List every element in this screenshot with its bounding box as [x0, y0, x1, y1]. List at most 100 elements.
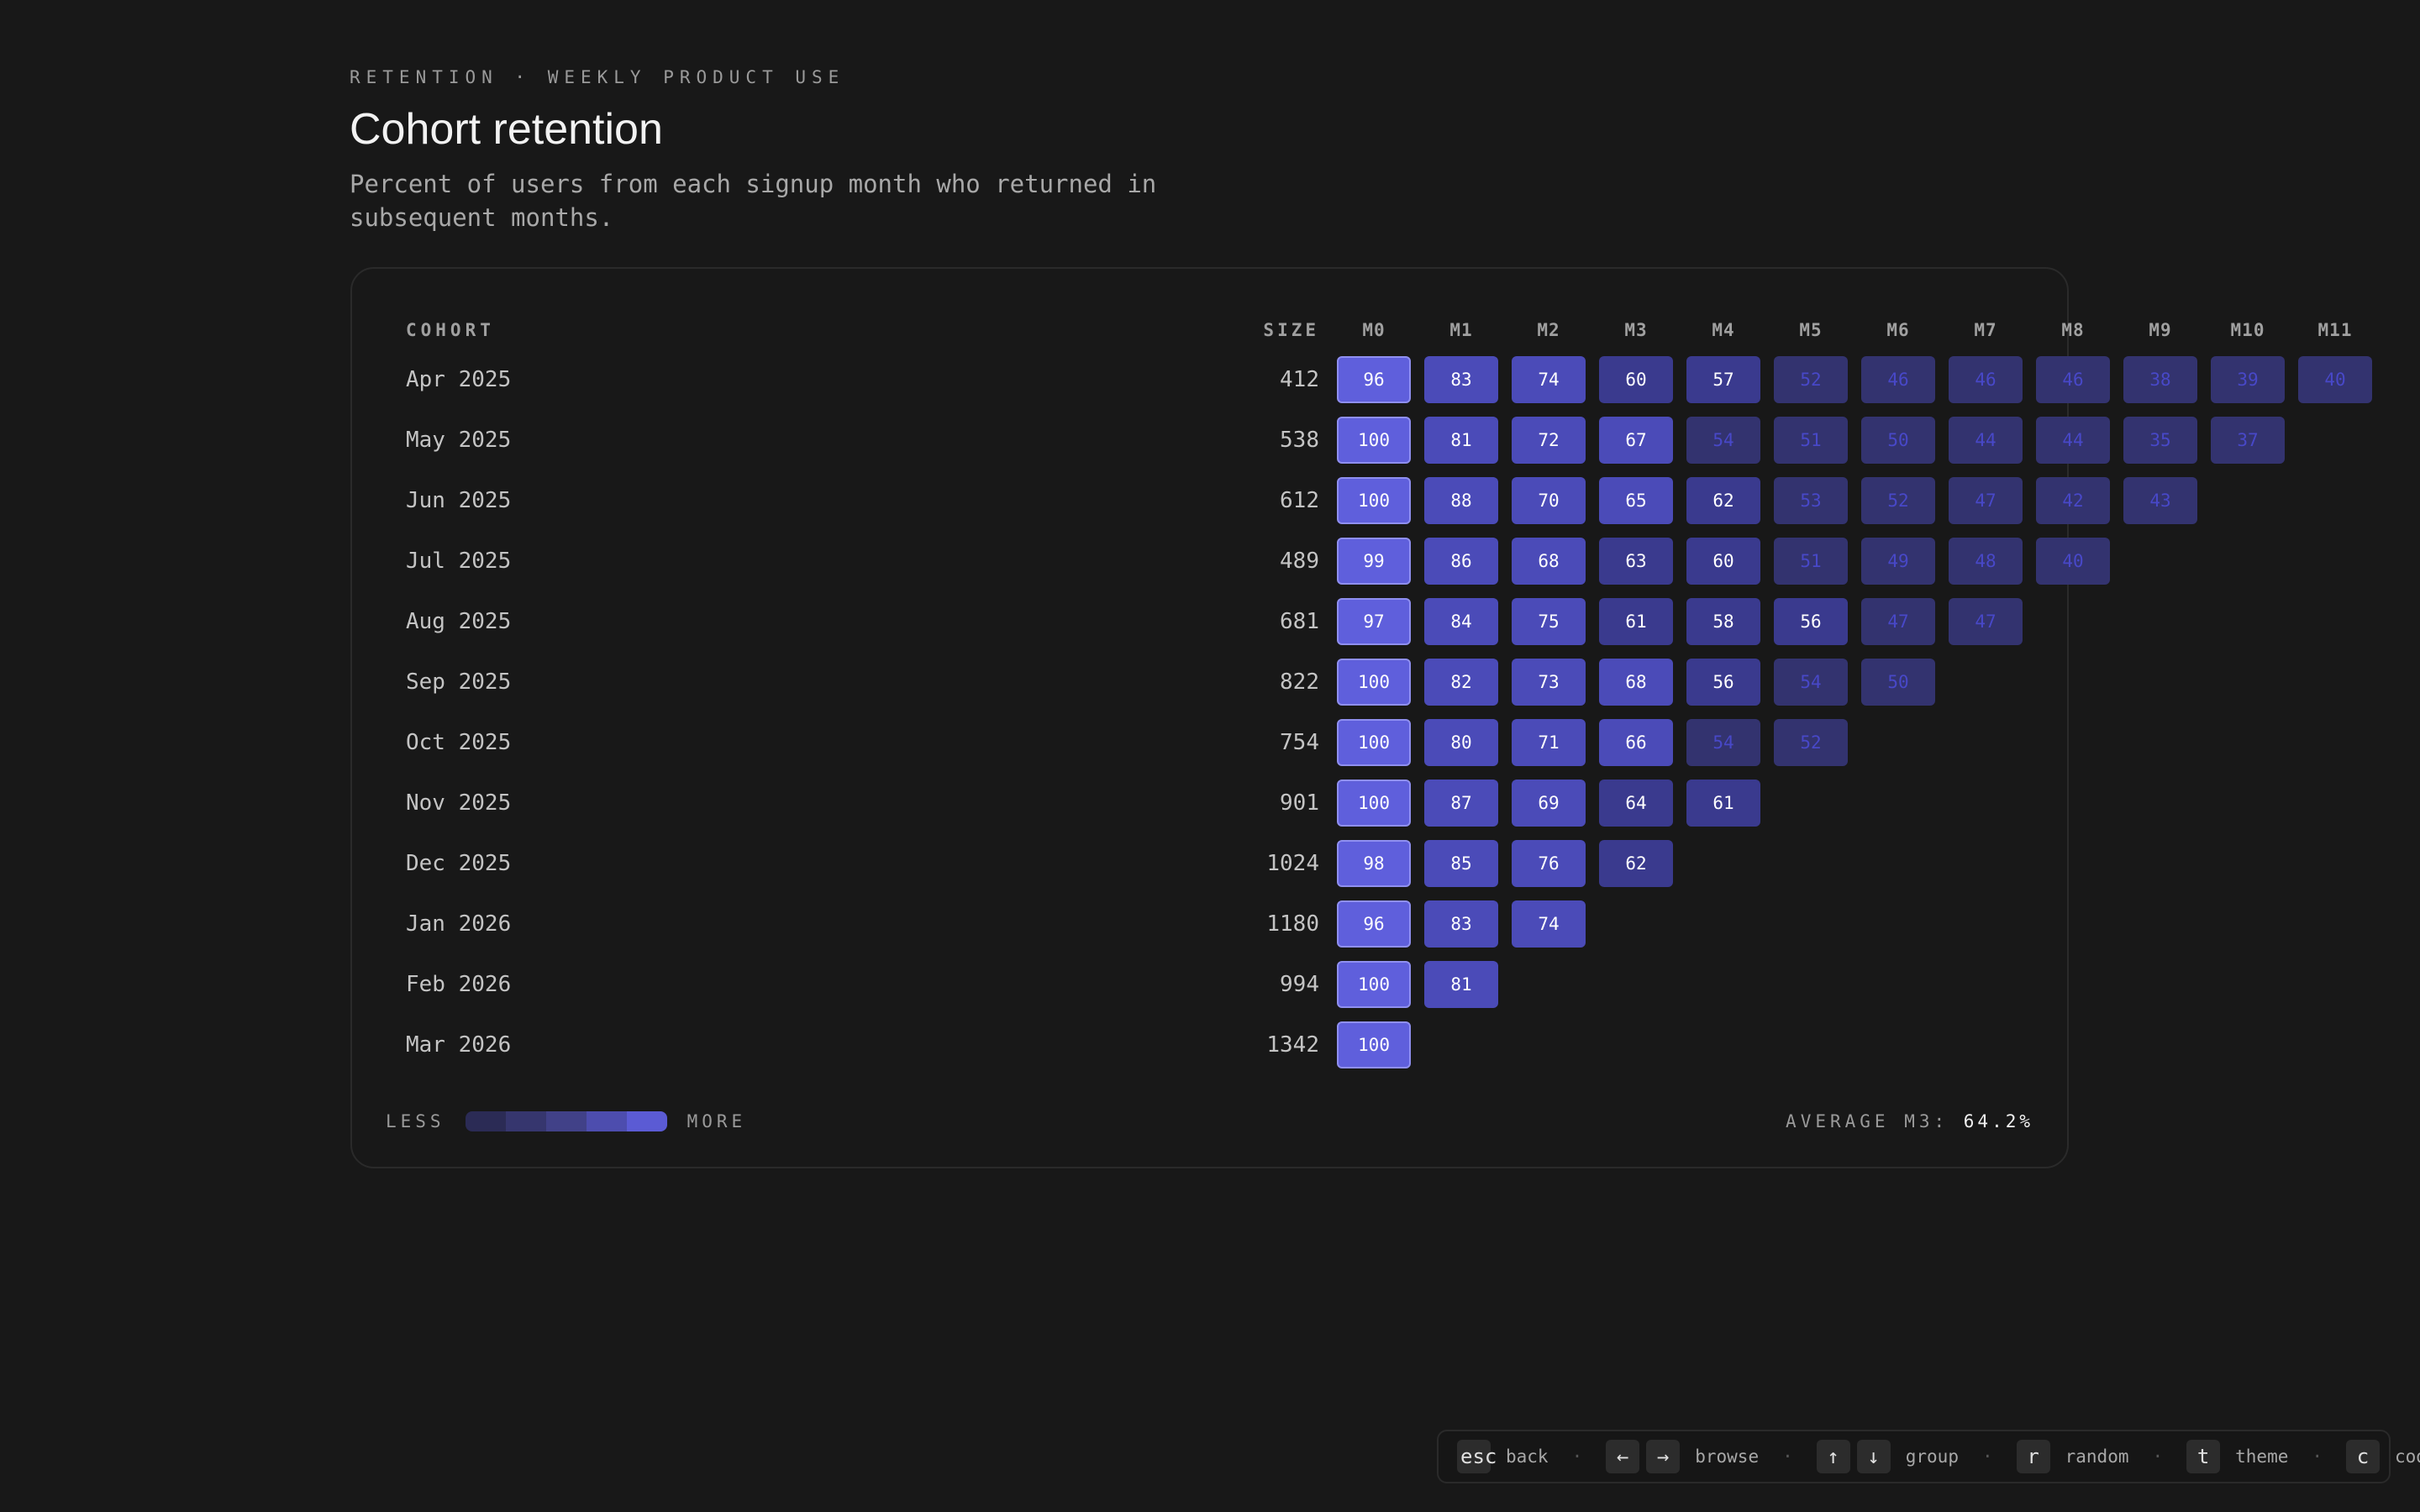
cohort-size: 994: [1280, 972, 1319, 997]
retention-cell[interactable]: 46: [1861, 356, 1935, 403]
retention-cell[interactable]: 50: [1861, 417, 1935, 464]
retention-cell[interactable]: 40: [2298, 356, 2372, 403]
shortcut-key[interactable]: ↑: [1816, 1440, 1850, 1473]
retention-cell[interactable]: 100: [1337, 719, 1411, 766]
retention-cell[interactable]: 83: [1424, 356, 1498, 403]
shortcut-key[interactable]: r: [2016, 1440, 2050, 1473]
retention-cell[interactable]: 80: [1424, 719, 1498, 766]
retention-cell[interactable]: 81: [1424, 417, 1498, 464]
average-value: 64.2%: [1963, 1111, 2033, 1131]
retention-cell[interactable]: 39: [2211, 356, 2285, 403]
retention-cell[interactable]: 76: [1512, 840, 1586, 887]
shortcut-key[interactable]: t: [2186, 1440, 2221, 1473]
retention-cell[interactable]: 75: [1512, 598, 1586, 645]
retention-cell[interactable]: 68: [1512, 538, 1586, 585]
retention-cell[interactable]: 50: [1861, 659, 1935, 706]
retention-cell[interactable]: 88: [1424, 477, 1498, 524]
retention-cell[interactable]: 56: [1774, 598, 1848, 645]
retention-cell[interactable]: 71: [1512, 719, 1586, 766]
retention-cell[interactable]: 86: [1424, 538, 1498, 585]
retention-cell[interactable]: 47: [1949, 598, 2023, 645]
retention-cell[interactable]: 96: [1337, 356, 1411, 403]
retention-cell[interactable]: 62: [1686, 477, 1760, 524]
retention-cell[interactable]: 60: [1686, 538, 1760, 585]
retention-cell[interactable]: 69: [1512, 780, 1586, 827]
retention-cell[interactable]: 81: [1424, 961, 1498, 1008]
retention-cell[interactable]: 52: [1861, 477, 1935, 524]
retention-cell[interactable]: 40: [2036, 538, 2110, 585]
retention-cell[interactable]: 51: [1774, 417, 1848, 464]
retention-cell[interactable]: 100: [1337, 780, 1411, 827]
retention-cell[interactable]: 44: [2036, 417, 2110, 464]
shortcut-key[interactable]: →: [1646, 1440, 1681, 1473]
shortcut-key[interactable]: c: [2346, 1440, 2381, 1473]
retention-cell[interactable]: 64: [1599, 780, 1673, 827]
retention-cell[interactable]: 100: [1337, 961, 1411, 1008]
retention-cell[interactable]: 61: [1599, 598, 1673, 645]
retention-cell[interactable]: 46: [1949, 356, 2023, 403]
retention-cell[interactable]: 37: [2211, 417, 2285, 464]
retention-cell[interactable]: 42: [2036, 477, 2110, 524]
retention-cell[interactable]: 83: [1424, 900, 1498, 948]
retention-cell[interactable]: 65: [1599, 477, 1673, 524]
retention-cell[interactable]: 47: [1949, 477, 2023, 524]
retention-cell[interactable]: 67: [1599, 417, 1673, 464]
shortcut-key[interactable]: ↓: [1856, 1440, 1891, 1473]
retention-cell[interactable]: 57: [1686, 356, 1760, 403]
retention-cell[interactable]: 52: [1774, 719, 1848, 766]
retention-cell[interactable]: 61: [1686, 780, 1760, 827]
retention-cell[interactable]: 46: [2036, 356, 2110, 403]
retention-cell[interactable]: 47: [1861, 598, 1935, 645]
retention-cell[interactable]: 96: [1337, 900, 1411, 948]
retention-cell[interactable]: 35: [2123, 417, 2197, 464]
retention-cell[interactable]: 60: [1599, 356, 1673, 403]
retention-cell[interactable]: 100: [1337, 1021, 1411, 1068]
retention-cell[interactable]: 100: [1337, 659, 1411, 706]
retention-cell[interactable]: 100: [1337, 417, 1411, 464]
cohort-label: Jan 2026: [406, 911, 512, 937]
retention-cell[interactable]: 87: [1424, 780, 1498, 827]
retention-cell[interactable]: 70: [1512, 477, 1586, 524]
retention-cell[interactable]: 54: [1686, 719, 1760, 766]
retention-cell[interactable]: 49: [1861, 538, 1935, 585]
retention-cell[interactable]: 56: [1686, 659, 1760, 706]
retention-cell[interactable]: 62: [1599, 840, 1673, 887]
retention-cell[interactable]: 74: [1512, 356, 1586, 403]
retention-cell[interactable]: 97: [1337, 598, 1411, 645]
cohort-label: Oct 2025: [406, 730, 512, 755]
retention-cell[interactable]: 98: [1337, 840, 1411, 887]
retention-cell[interactable]: 73: [1512, 659, 1586, 706]
shortcut-key[interactable]: ←: [1606, 1440, 1640, 1473]
retention-cell[interactable]: 74: [1512, 900, 1586, 948]
column-header-m8: M8: [2061, 320, 2085, 340]
cohort-label: Nov 2025: [406, 790, 512, 816]
retention-cell[interactable]: 82: [1424, 659, 1498, 706]
retention-cell[interactable]: 54: [1686, 417, 1760, 464]
retention-cell[interactable]: 99: [1337, 538, 1411, 585]
retention-cell[interactable]: 51: [1774, 538, 1848, 585]
shortcut-key[interactable]: esc: [1457, 1440, 1497, 1473]
retention-cell[interactable]: 38: [2123, 356, 2197, 403]
cohort-label: Feb 2026: [406, 972, 512, 997]
cohort-label: Jul 2025: [406, 549, 512, 574]
column-header-m7: M7: [1974, 320, 1997, 340]
retention-cell[interactable]: 85: [1424, 840, 1498, 887]
retention-cell[interactable]: 58: [1686, 598, 1760, 645]
legend-scale: [465, 1111, 667, 1131]
retention-cell[interactable]: 72: [1512, 417, 1586, 464]
retention-cell[interactable]: 100: [1337, 477, 1411, 524]
retention-cell[interactable]: 63: [1599, 538, 1673, 585]
retention-cell[interactable]: 84: [1424, 598, 1498, 645]
column-header-m9: M9: [2149, 320, 2172, 340]
retention-cell[interactable]: 53: [1774, 477, 1848, 524]
legend-swatch: [545, 1111, 587, 1131]
retention-cell[interactable]: 52: [1774, 356, 1848, 403]
retention-cell[interactable]: 54: [1774, 659, 1848, 706]
retention-cell[interactable]: 66: [1599, 719, 1673, 766]
retention-cell[interactable]: 68: [1599, 659, 1673, 706]
cohort-label: Aug 2025: [406, 609, 512, 634]
retention-cell[interactable]: 43: [2123, 477, 2197, 524]
cohort-size: 489: [1280, 549, 1319, 574]
retention-cell[interactable]: 48: [1949, 538, 2023, 585]
retention-cell[interactable]: 44: [1949, 417, 2023, 464]
